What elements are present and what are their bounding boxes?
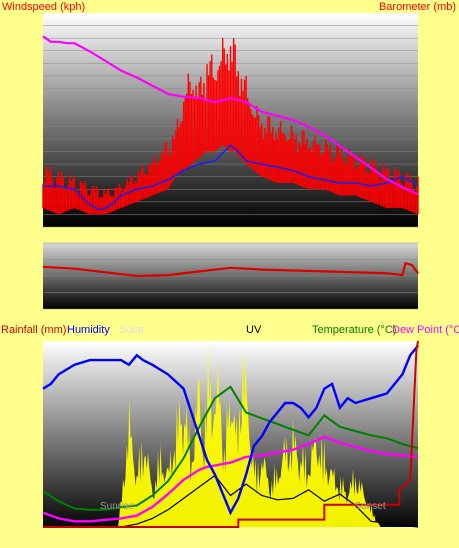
solar-area [43,341,418,527]
sunset-label: Sunset [355,501,386,512]
legend-uv: UV [246,324,262,336]
direction-line [42,261,419,278]
direction-grid [43,242,418,310]
legend-dewpoint: Dew Point (°C) [392,324,459,336]
wind-direction-chart [42,242,419,310]
legend-humidity: Humidity [67,324,110,336]
climate-chart: Sunrise Sunset Rainfall (mm) Humidity So… [1,324,459,528]
gust-series [42,38,419,215]
uv-line [43,474,419,528]
pressure-axis-label: Barometer (mb) [379,1,456,13]
wind-axis-label: Windspeed (kph) [2,1,85,13]
temperature-line [42,385,419,511]
dewpoint-line [42,435,419,523]
rainfall-line [43,340,419,528]
avg-wind-line [43,144,419,211]
sunrise-label: Sunrise [100,501,134,512]
legend-rainfall: Rainfall (mm) [1,324,66,336]
legend-temperature: Temperature (°C) [312,324,396,336]
legend-solar: Solar [119,324,145,336]
wind-pressure-chart: Windspeed (kph) Barometer (mb) [2,1,456,228]
pressure-line [42,35,419,196]
humidity-line [42,345,419,516]
